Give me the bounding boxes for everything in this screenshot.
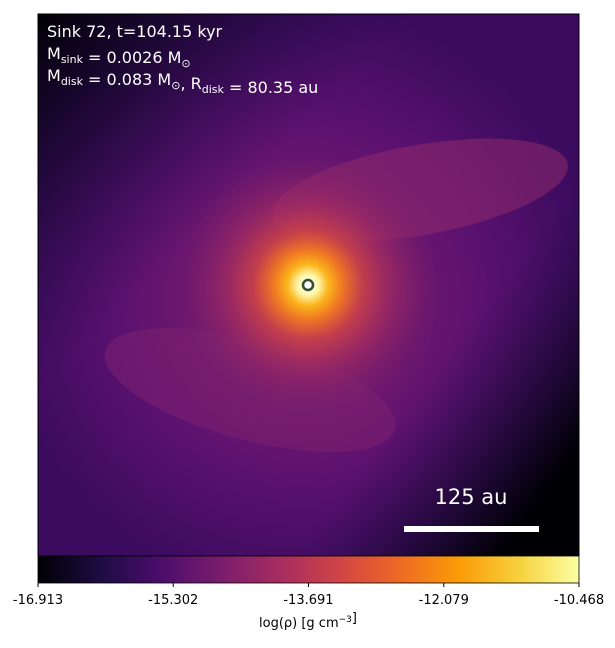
density-image: 125 au [38,14,579,556]
tick-label: -15.302 [148,593,198,608]
tick-label: -10.468 [554,593,604,608]
colorbar-label: log(ρ) [g cm−3] [259,611,357,631]
text: , R [180,74,201,93]
sink-marker [301,278,315,292]
label-text: ] [352,611,357,626]
subscript: ⊙ [171,79,180,92]
text: M [47,44,61,63]
text: = 0.083 M [83,70,171,89]
annotation-line: Mdisk = 0.083 M⊙, Rdisk = 80.35 au [47,66,318,97]
colorbar-axis: -16.913 -15.302 -13.691 -12.079 -10.468 [13,583,604,608]
subscript: disk [202,83,225,96]
label-text: log(ρ) [g cm [259,616,339,631]
annotation-line: Msink = 0.0026 M⊙ [47,44,191,70]
text: Sink 72, t=104.15 kyr [47,22,223,41]
scale-bar-label: 125 au [435,485,508,509]
subscript: sink [61,53,84,66]
tick-label: -13.691 [283,593,333,608]
subscript: ⊙ [181,57,190,70]
superscript: −3 [339,615,352,625]
subscript: disk [61,75,84,88]
text: = 80.35 au [224,78,318,97]
colorbar [37,555,580,584]
text: = 0.0026 M [83,48,181,67]
tick-label: -12.079 [419,593,469,608]
text: M [47,66,61,85]
annotation-line: Sink 72, t=104.15 kyr [47,22,223,41]
tick-label: -16.913 [13,593,63,608]
